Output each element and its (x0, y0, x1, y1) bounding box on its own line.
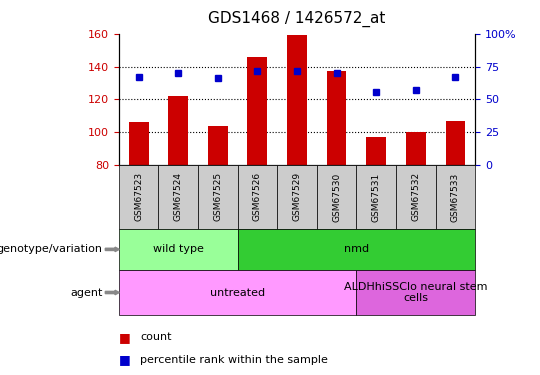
Text: genotype/variation: genotype/variation (0, 244, 103, 254)
Text: count: count (140, 333, 172, 342)
Text: GDS1468 / 1426572_at: GDS1468 / 1426572_at (208, 11, 386, 27)
Bar (327, 72, 347, 165)
Text: untreated: untreated (210, 288, 265, 297)
Text: percentile rank within the sample: percentile rank within the sample (140, 355, 328, 365)
Text: GSM67526: GSM67526 (253, 172, 262, 221)
Bar (168, 96, 188, 165)
Text: ■: ■ (119, 354, 131, 366)
Text: wild type: wild type (153, 244, 204, 254)
Text: GSM67524: GSM67524 (174, 172, 183, 221)
Bar (406, 132, 426, 165)
Text: ALDHhiSSClo neural stem
cells: ALDHhiSSClo neural stem cells (344, 282, 488, 303)
Text: GSM67525: GSM67525 (213, 172, 222, 221)
Bar (247, 57, 267, 165)
Text: ■: ■ (119, 331, 131, 344)
Text: GSM67523: GSM67523 (134, 172, 143, 221)
Bar (446, 121, 465, 165)
Text: nmd: nmd (344, 244, 369, 254)
Text: GSM67531: GSM67531 (372, 172, 381, 222)
Text: GSM67529: GSM67529 (293, 172, 301, 221)
Bar (129, 122, 148, 165)
Bar (366, 137, 386, 165)
Text: agent: agent (70, 288, 103, 297)
Bar (287, 35, 307, 165)
Text: GSM67532: GSM67532 (411, 172, 420, 221)
Text: GSM67530: GSM67530 (332, 172, 341, 222)
Text: GSM67533: GSM67533 (451, 172, 460, 222)
Bar (208, 126, 228, 165)
